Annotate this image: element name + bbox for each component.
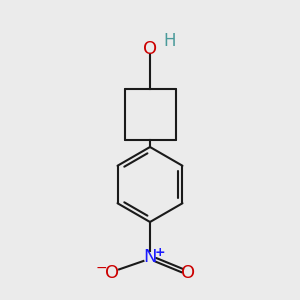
Text: −: − (95, 261, 107, 274)
Text: +: + (154, 245, 165, 259)
Text: O: O (105, 264, 120, 282)
Text: O: O (181, 264, 195, 282)
Text: H: H (163, 32, 176, 50)
Text: O: O (143, 40, 157, 58)
Text: N: N (143, 248, 157, 266)
